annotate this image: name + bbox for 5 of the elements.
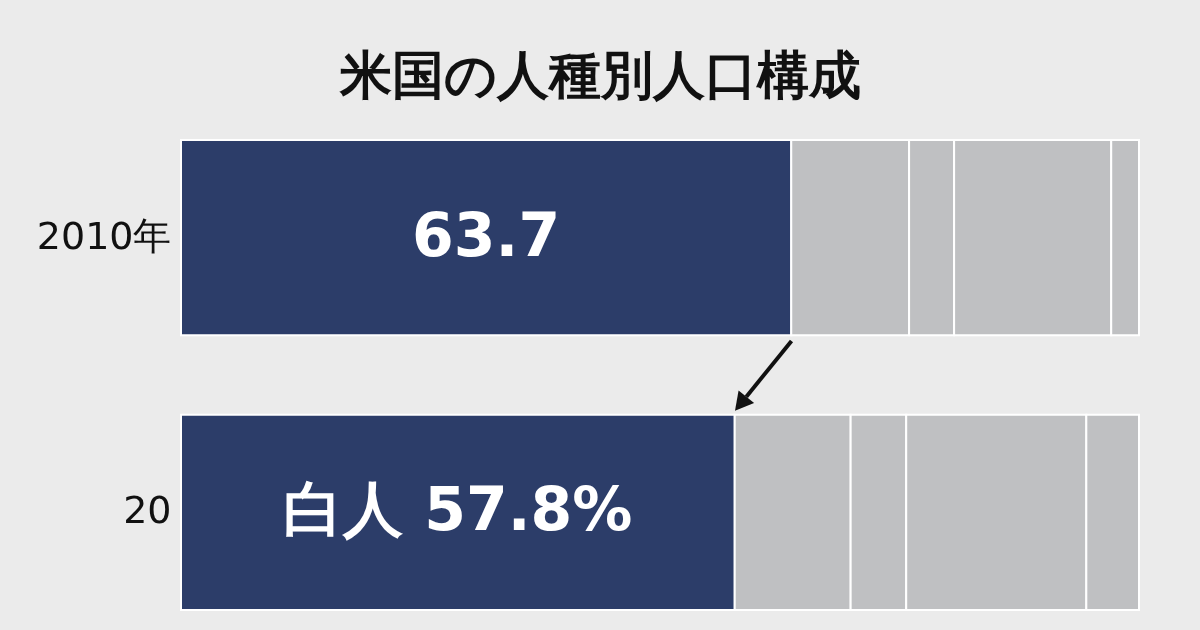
y-tick-label: 20 <box>123 488 172 533</box>
chart-title: 米国の人種別人口構成 <box>338 45 861 105</box>
y-tick-label: 2010年 <box>36 213 172 258</box>
data-label: 白人 57.8% <box>283 474 633 545</box>
data-label: 63.7 <box>412 199 561 270</box>
